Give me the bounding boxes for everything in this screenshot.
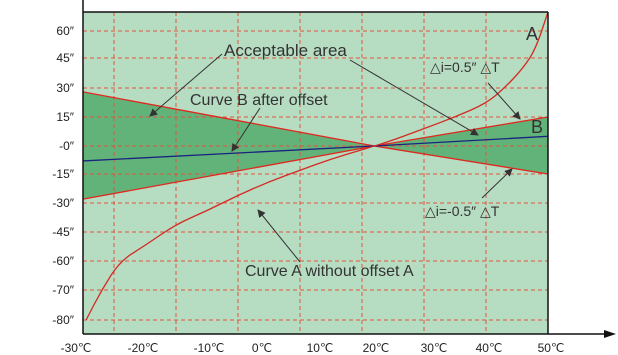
annotation-lower-slope: △i=-0.5″ △T [425, 203, 500, 219]
x-tick-label: 0℃ [252, 341, 272, 355]
arrow-upper-slope [487, 82, 521, 120]
annotation-curve-b: Curve B after offset [190, 92, 328, 109]
x-tick-label: 50℃ [538, 341, 565, 355]
y-tick-label: -60″ [52, 254, 74, 268]
y-tick-label: -70″ [52, 283, 74, 297]
annotation-upper-slope: △i=0.5″ △T [430, 59, 500, 75]
arrow-acceptable-left [149, 53, 223, 117]
x-tick-label: 40℃ [476, 341, 503, 355]
y-tick-label: 45″ [56, 51, 74, 65]
y-tick-label: 60″ [56, 24, 74, 38]
arrow-curve-a [257, 209, 301, 263]
arrow-curve-b [231, 107, 261, 152]
annotation-acceptable-area: Acceptable area [224, 41, 347, 60]
y-tick-label: 15″ [56, 110, 74, 124]
x-tick-label: -30℃ [61, 341, 92, 355]
y-tick-label: -30″ [52, 196, 74, 210]
y-tick-label: -45″ [52, 225, 74, 239]
series-layer [83, 12, 548, 321]
grid [83, 12, 548, 334]
x-tick-label: -10℃ [194, 341, 225, 355]
curve-b-label: B [531, 117, 543, 137]
x-tick-labels: -30℃ -20℃ -10℃ 0℃ 10℃ 20℃ 30℃ 40℃ 50℃ [61, 341, 565, 355]
series-curve-a [85, 12, 548, 321]
leader-arrows [149, 53, 521, 263]
y-tick-label: -80″ [52, 313, 74, 327]
y-tick-label: -0″ [59, 139, 75, 153]
annotation-curve-a: Curve A without offset A [245, 263, 414, 280]
x-tick-label: -20℃ [128, 341, 159, 355]
arrow-acceptable-right [349, 59, 479, 136]
x-tick-label: 20℃ [363, 341, 390, 355]
y-tick-labels: 60″ 45″ 30″ 15″ -0″ -15″ -30″ -45″ -60″ -70″ -80″ [52, 24, 74, 327]
y-tick-label: -15″ [52, 167, 74, 181]
y-tick-label: 30″ [56, 81, 74, 95]
x-tick-label: 30℃ [421, 341, 448, 355]
acceptable-area [83, 91, 375, 200]
x-tick-label: 10℃ [307, 341, 334, 355]
arrow-lower-slope [481, 168, 513, 199]
x-axis-arrow-icon [604, 330, 616, 338]
curve-a-label: A [526, 24, 538, 44]
